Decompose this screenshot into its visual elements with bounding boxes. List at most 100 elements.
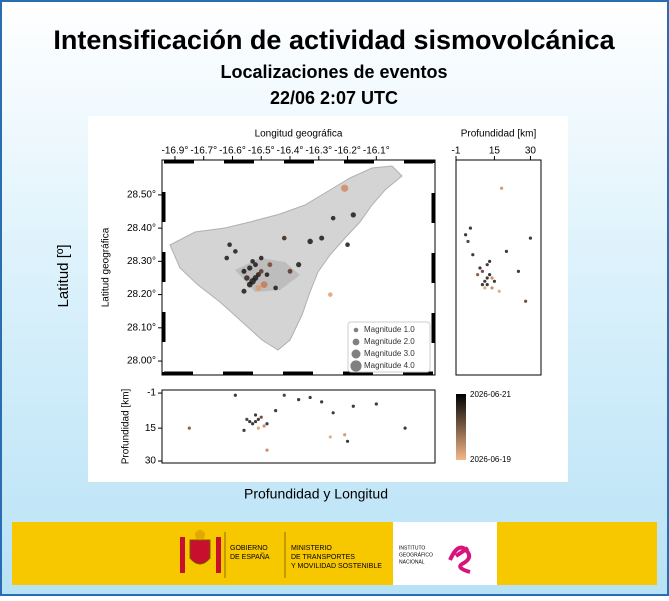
legend-marker <box>352 338 360 346</box>
ign-logo <box>448 545 472 574</box>
legend-marker <box>350 360 362 372</box>
plot-area <box>88 116 568 482</box>
event <box>245 417 249 421</box>
frame-checker <box>162 160 435 375</box>
outer-y-label: Latitud [º] <box>55 244 72 307</box>
event <box>246 281 253 288</box>
event <box>258 255 264 261</box>
event <box>497 289 501 293</box>
event <box>464 233 468 237</box>
axes-frame <box>161 389 436 464</box>
event <box>351 404 355 408</box>
y-tick-label: 28.30° <box>127 256 156 267</box>
ign: INSTITUTO <box>399 545 425 551</box>
event <box>516 269 521 273</box>
y-tick-label: 28.20° <box>127 289 156 300</box>
event <box>247 265 253 271</box>
title: Intensificación de actividad sismovolcán… <box>53 25 615 55</box>
y-tick-label: 28.00° <box>127 356 156 367</box>
event <box>500 186 504 190</box>
gobierno: DE ESPAÑA <box>230 552 270 561</box>
event <box>244 275 250 281</box>
event <box>296 262 302 268</box>
event <box>255 284 262 291</box>
event <box>403 426 407 430</box>
event <box>345 242 350 248</box>
legend-label: Magnitude 3.0 <box>364 349 415 358</box>
x-tick-label: -16.1° <box>363 146 390 157</box>
event <box>258 269 264 274</box>
x-tick-label: -16.7° <box>190 146 217 157</box>
event <box>350 212 356 218</box>
x-tick-label: -16.6° <box>219 146 246 157</box>
event <box>320 400 324 404</box>
event <box>490 276 494 280</box>
event <box>504 249 509 253</box>
legend-box <box>347 321 431 373</box>
event <box>273 285 278 291</box>
event <box>264 272 270 277</box>
event <box>490 286 494 290</box>
event <box>488 273 492 277</box>
x-tick-label: 30 <box>525 146 537 157</box>
event <box>480 283 485 287</box>
event <box>187 426 191 430</box>
event <box>241 268 247 274</box>
ign: NACIONAL <box>399 559 425 565</box>
event <box>331 411 335 415</box>
event <box>262 424 266 428</box>
y-tick-label: 28.50° <box>127 190 156 201</box>
outer-x-label: Profundidad y Longitud <box>244 486 388 502</box>
event <box>253 419 258 424</box>
event <box>267 262 273 268</box>
event <box>524 299 528 303</box>
event <box>274 409 278 413</box>
event <box>478 266 482 270</box>
x-tick-label: 15 <box>489 146 501 157</box>
event <box>250 259 255 264</box>
legend-label: Magnitude 2.0 <box>364 337 415 346</box>
event <box>319 235 325 241</box>
ign-box <box>393 522 497 585</box>
event <box>468 226 473 230</box>
gobierno: GOBIERNO <box>230 545 268 552</box>
event <box>265 448 269 452</box>
legend-marker <box>351 349 361 359</box>
event <box>307 238 313 245</box>
event <box>227 242 232 248</box>
event <box>483 279 487 283</box>
spain-emblem <box>180 530 221 573</box>
event <box>251 422 255 426</box>
event <box>492 279 497 283</box>
legend-label: Magnitude 1.0 <box>364 325 415 334</box>
event <box>253 413 258 417</box>
event <box>328 435 332 439</box>
y-tick-label: 28.10° <box>127 322 156 333</box>
event <box>471 253 475 257</box>
event <box>282 393 286 397</box>
legend-label: Magnitude 4.0 <box>364 361 415 370</box>
island <box>169 165 403 351</box>
event <box>483 286 487 290</box>
event <box>256 426 260 430</box>
time: 22/06 2:07 UTC <box>270 88 398 108</box>
x-tick-label: -16.2° <box>334 146 361 157</box>
event <box>297 398 301 402</box>
event <box>345 439 350 443</box>
ministerio: MINISTERIO <box>291 545 332 552</box>
axes-frame <box>455 159 542 376</box>
x-axis-label: Profundidad [km] <box>461 129 537 140</box>
ministerio: Y MOVILIDAD SOSTENIBLE <box>291 563 382 570</box>
event <box>242 428 246 432</box>
colorbar <box>456 394 466 460</box>
y-axis-label: Latitud geográfica <box>101 227 112 307</box>
legend-marker <box>353 327 359 333</box>
x-tick-label: -16.3° <box>305 146 332 157</box>
event <box>253 262 258 268</box>
ministerio: DE TRANSPORTES <box>291 554 355 561</box>
event <box>241 288 247 294</box>
y-tick-label: -1 <box>147 388 156 399</box>
event <box>224 255 230 261</box>
event <box>466 239 470 244</box>
